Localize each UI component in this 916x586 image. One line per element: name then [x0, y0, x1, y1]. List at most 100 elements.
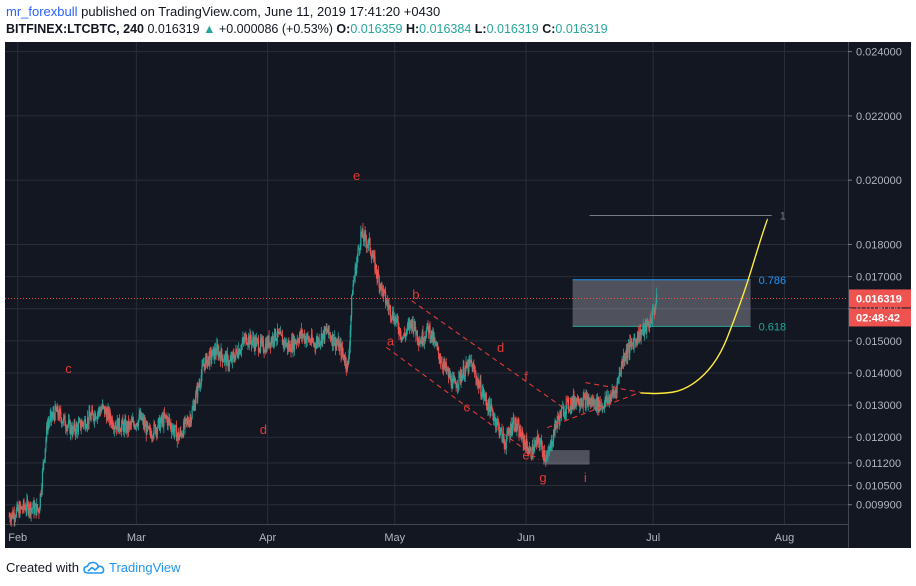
candle-body [351, 295, 353, 316]
tradingview-brand[interactable]: TradingView [108, 560, 181, 575]
candle-body [630, 341, 632, 344]
candle-body [610, 396, 612, 402]
candle-body [346, 366, 348, 370]
candle-body [391, 318, 393, 320]
projection-curve [640, 218, 769, 395]
candle-body [104, 408, 106, 415]
candle-body [125, 422, 128, 432]
candle-body [376, 273, 378, 279]
candle-body [103, 406, 106, 415]
high-value: 0.016384 [419, 22, 472, 36]
candle-body [177, 432, 179, 436]
candle-body [303, 334, 305, 342]
candle-body [459, 372, 461, 382]
candle-body [478, 385, 481, 389]
candle-body [130, 421, 132, 425]
candle-body [655, 303, 657, 308]
candle-body [239, 351, 241, 355]
candle-body [366, 245, 368, 247]
candle-body [313, 343, 315, 345]
candle-body [488, 399, 490, 408]
chart-area[interactable]: 0.024000 0.022000 0.020000 0.018000 0.017000… [5, 42, 911, 548]
candle-body [12, 512, 14, 518]
candle-body [276, 338, 278, 340]
candle-body [555, 420, 557, 425]
candle-body [639, 329, 641, 338]
candle-body [307, 337, 310, 341]
candle-body [232, 353, 234, 355]
candle-body [560, 411, 562, 419]
candle-body [512, 422, 514, 431]
candle-body [130, 423, 132, 425]
candle-body [475, 373, 477, 379]
candle-body [422, 331, 424, 343]
candle-body [495, 417, 497, 427]
candle-body [248, 336, 250, 345]
wave-label: f [524, 369, 528, 384]
candle-body [293, 336, 295, 350]
candle-body [129, 422, 131, 424]
wave-label: a [387, 334, 395, 349]
candle-body [45, 439, 47, 449]
candle-body [654, 307, 656, 313]
candle-body [589, 398, 591, 405]
candle-body [123, 423, 125, 432]
candle-body [185, 418, 188, 421]
candle-body [631, 341, 633, 344]
candle-body [266, 339, 268, 352]
candle-body [279, 332, 281, 335]
candle-body [640, 332, 642, 340]
candle-body [167, 418, 169, 426]
candle-body [307, 334, 309, 338]
candle-body [240, 344, 243, 351]
candle-body [183, 421, 185, 428]
candle-body [522, 434, 524, 445]
candle-body [105, 408, 107, 413]
candle-body [210, 351, 212, 360]
candle-body [474, 372, 476, 374]
candle-body [207, 356, 209, 360]
candle-body [590, 401, 592, 405]
price-chart[interactable]: 0.024000 0.022000 0.020000 0.018000 0.017000… [5, 42, 911, 548]
candle-body [464, 368, 466, 377]
candle-body [452, 377, 454, 379]
candle-body [437, 347, 440, 354]
candle-body [444, 363, 447, 368]
candle-body [267, 339, 269, 347]
candle-body [20, 506, 22, 509]
candle-body [634, 339, 636, 341]
candle-body [406, 330, 408, 333]
candle-body [221, 348, 223, 356]
candle-body [562, 406, 565, 417]
candle-body [108, 411, 111, 421]
author-link[interactable]: mr_forexbull [6, 4, 78, 19]
candle-body [281, 334, 283, 337]
candle-body [288, 343, 290, 350]
candle-body [235, 348, 238, 352]
candle-body [166, 418, 168, 426]
candle-body [332, 334, 334, 346]
candle-body [265, 343, 267, 352]
candle-body [220, 348, 222, 362]
candle-body [272, 335, 274, 343]
candle-body [567, 398, 570, 410]
candle-body [633, 339, 635, 349]
candle-body [404, 333, 406, 335]
candle-body [323, 330, 325, 340]
candle-body [74, 423, 76, 432]
candle-body [326, 329, 328, 332]
candle-body [173, 426, 175, 435]
candle-body [384, 291, 387, 304]
candle-body [327, 331, 329, 333]
candle-body [85, 427, 87, 429]
candle-body [368, 238, 370, 240]
fib-label: 0.618 [759, 321, 787, 333]
candle-body [479, 380, 481, 386]
candle-body [205, 354, 207, 358]
candle-body [517, 423, 519, 425]
candle-body [485, 399, 488, 406]
candle-body [149, 428, 151, 430]
candle-body [483, 389, 485, 398]
candle-body [468, 358, 470, 372]
candle-body [94, 413, 96, 420]
